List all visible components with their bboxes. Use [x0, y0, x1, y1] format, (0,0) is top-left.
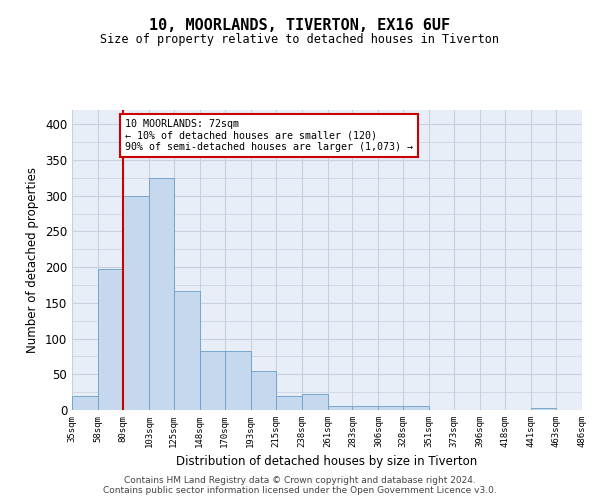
Bar: [149, 178, 174, 410]
Bar: [72, 396, 98, 410]
Bar: [174, 290, 200, 410]
Bar: [403, 406, 430, 410]
Bar: [98, 270, 123, 410]
Text: 10 MOORLANDS: 72sqm
← 10% of detached houses are smaller (120)
90% of semi-detac: 10 MOORLANDS: 72sqm ← 10% of detached ho…: [125, 120, 413, 152]
Bar: [531, 408, 556, 410]
Bar: [200, 352, 224, 410]
Bar: [379, 406, 403, 410]
Y-axis label: Number of detached properties: Number of detached properties: [26, 167, 40, 353]
Bar: [302, 394, 328, 410]
X-axis label: Distribution of detached houses by size in Tiverton: Distribution of detached houses by size …: [176, 456, 478, 468]
Text: Contains HM Land Registry data © Crown copyright and database right 2024.
Contai: Contains HM Land Registry data © Crown c…: [103, 476, 497, 495]
Bar: [224, 352, 251, 410]
Bar: [275, 396, 302, 410]
Text: 10, MOORLANDS, TIVERTON, EX16 6UF: 10, MOORLANDS, TIVERTON, EX16 6UF: [149, 18, 451, 32]
Bar: [251, 370, 275, 410]
Bar: [352, 406, 379, 410]
Bar: [328, 406, 352, 410]
Bar: [123, 196, 149, 410]
Text: Size of property relative to detached houses in Tiverton: Size of property relative to detached ho…: [101, 32, 499, 46]
